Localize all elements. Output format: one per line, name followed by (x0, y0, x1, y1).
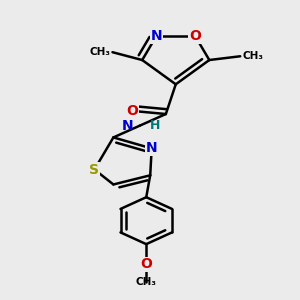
Text: H: H (149, 119, 160, 132)
Text: O: O (126, 104, 138, 118)
Text: O: O (189, 29, 201, 43)
Text: S: S (89, 163, 99, 176)
Text: N: N (122, 119, 134, 133)
Text: CH₃: CH₃ (89, 47, 110, 57)
Text: N: N (146, 141, 158, 155)
Text: N: N (151, 29, 162, 43)
Text: CH₃: CH₃ (136, 277, 157, 287)
Text: CH₃: CH₃ (242, 51, 263, 61)
Text: O: O (140, 257, 152, 272)
